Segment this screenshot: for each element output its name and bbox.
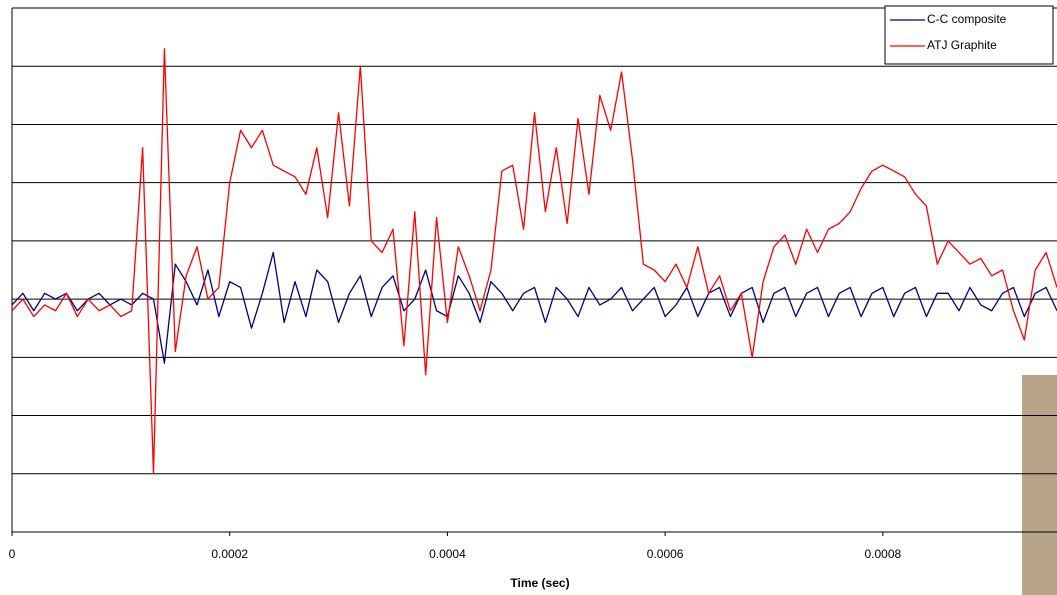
- x-tick-label: 0.0008: [864, 547, 901, 561]
- photo-fragment: [1022, 375, 1057, 595]
- x-tick-label: 0: [9, 547, 16, 561]
- legend-label: C-C composite: [927, 12, 1007, 26]
- x-tick-label: 0.0004: [429, 547, 466, 561]
- x-tick-label: 0.0006: [647, 547, 684, 561]
- series-line: [11, 48, 1057, 475]
- x-axis-title: Time (sec): [510, 576, 569, 590]
- legend: C-C composite ATJ Graphite: [884, 5, 1054, 65]
- legend-label: ATJ Graphite: [927, 38, 997, 52]
- legend-box: [884, 5, 1054, 65]
- series-line: [11, 251, 1057, 364]
- x-tick-label: 0.0002: [211, 547, 248, 561]
